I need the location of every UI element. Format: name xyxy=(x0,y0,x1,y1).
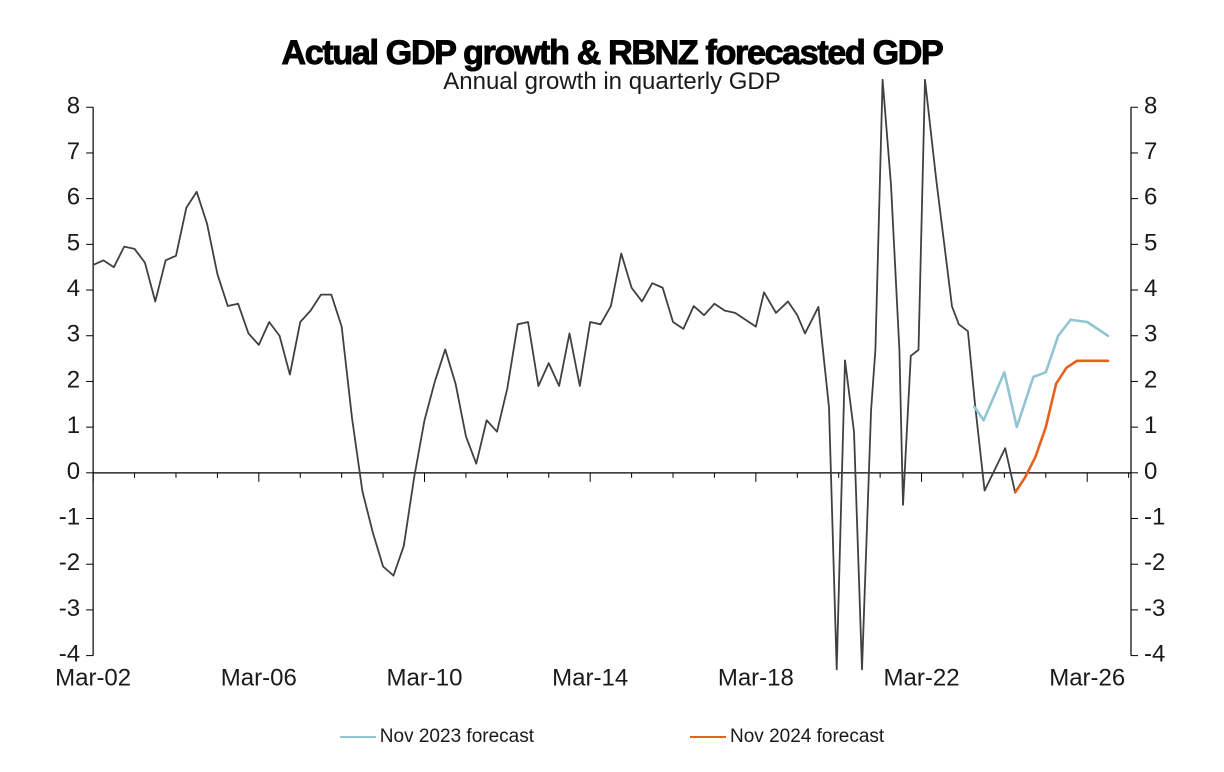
svg-text:2: 2 xyxy=(1144,366,1157,393)
svg-text:Mar-02: Mar-02 xyxy=(55,665,131,692)
svg-text:-4: -4 xyxy=(59,641,80,668)
svg-text:-1: -1 xyxy=(59,504,80,531)
svg-text:8: 8 xyxy=(67,92,80,119)
svg-text:7: 7 xyxy=(1144,138,1157,165)
svg-text:-4: -4 xyxy=(1144,641,1165,668)
svg-text:-2: -2 xyxy=(1144,549,1165,576)
svg-text:7: 7 xyxy=(67,138,80,165)
svg-text:3: 3 xyxy=(67,321,80,348)
svg-text:5: 5 xyxy=(1144,229,1157,256)
svg-text:Mar-10: Mar-10 xyxy=(386,665,462,692)
svg-text:-1: -1 xyxy=(1144,504,1165,531)
svg-text:Mar-22: Mar-22 xyxy=(884,665,960,692)
svg-text:-3: -3 xyxy=(1144,595,1165,622)
svg-text:Mar-06: Mar-06 xyxy=(221,665,297,692)
svg-text:0: 0 xyxy=(67,458,80,485)
svg-text:Mar-14: Mar-14 xyxy=(552,665,628,692)
svg-text:1: 1 xyxy=(1144,412,1157,439)
svg-text:Mar-26: Mar-26 xyxy=(1049,665,1125,692)
svg-text:4: 4 xyxy=(1144,275,1157,302)
svg-text:8: 8 xyxy=(1144,92,1157,119)
svg-text:-3: -3 xyxy=(59,595,80,622)
svg-text:5: 5 xyxy=(67,229,80,256)
svg-text:-2: -2 xyxy=(59,549,80,576)
svg-text:6: 6 xyxy=(1144,184,1157,211)
svg-text:4: 4 xyxy=(67,275,80,302)
svg-text:3: 3 xyxy=(1144,321,1157,348)
svg-text:1: 1 xyxy=(67,412,80,439)
svg-text:0: 0 xyxy=(1144,458,1157,485)
svg-text:2: 2 xyxy=(67,366,80,393)
svg-text:6: 6 xyxy=(67,184,80,211)
svg-text:Mar-18: Mar-18 xyxy=(718,665,794,692)
